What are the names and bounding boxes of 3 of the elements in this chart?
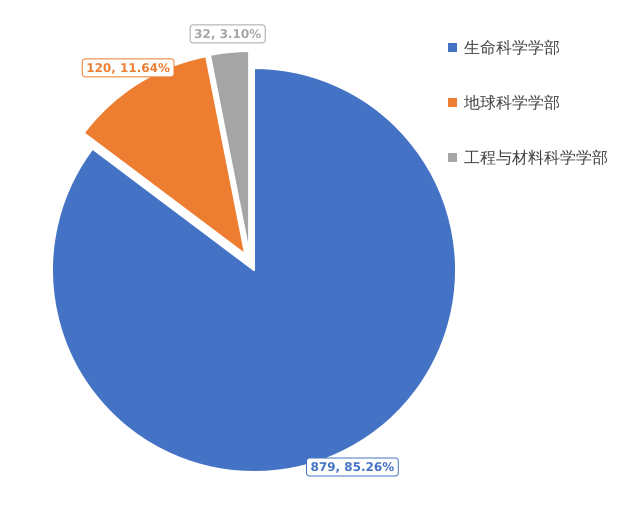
data-label: 32, 3.10% [194,26,262,41]
data-label: 120, 11.64% [86,60,170,75]
data-label: 879, 85.26% [310,460,394,474]
